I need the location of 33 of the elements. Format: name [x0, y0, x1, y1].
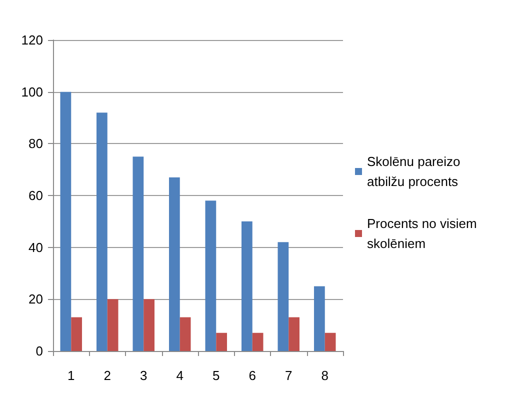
x-tick-label: 3 [140, 368, 148, 383]
bar [242, 221, 252, 351]
y-tick-label: 80 [28, 136, 43, 152]
x-tick-label: 4 [176, 368, 184, 383]
x-tick-label: 2 [104, 368, 111, 383]
bar [180, 317, 191, 351]
bar [205, 200, 216, 351]
legend-label: Procents no visiem skolēniem [367, 216, 480, 251]
bar [216, 332, 227, 351]
y-tick-label: 40 [28, 240, 43, 255]
y-tick-label: 100 [21, 84, 43, 100]
bar [144, 299, 154, 351]
bar [96, 112, 108, 351]
bar [324, 332, 336, 351]
bar [71, 317, 82, 351]
y-tick-label: 0 [36, 344, 43, 358]
bar [60, 92, 72, 351]
legend-label: Skolēnu pareizo atbilžu procents [367, 154, 464, 189]
y-tick-label: 60 [28, 188, 43, 203]
bar [132, 156, 144, 351]
bar [107, 299, 118, 351]
y-tick-label: 120 [21, 32, 43, 48]
bar [252, 332, 264, 351]
x-tick-label: 7 [285, 368, 292, 383]
x-tick-label: 5 [212, 368, 220, 383]
x-tick-label: 1 [68, 368, 75, 383]
bar [169, 177, 180, 351]
bar [278, 242, 289, 351]
y-tick-label: 20 [28, 292, 43, 307]
bar [314, 286, 325, 351]
x-tick-label: 8 [321, 368, 328, 383]
bar [288, 317, 300, 351]
x-tick-label: 6 [248, 368, 256, 383]
